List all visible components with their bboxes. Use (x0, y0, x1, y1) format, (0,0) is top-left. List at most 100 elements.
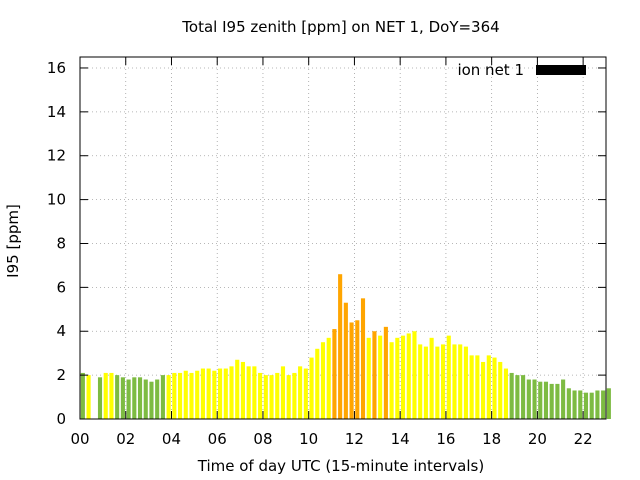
bar (137, 377, 143, 419)
x-axis-label: Time of day UTC (15-minute intervals) (197, 457, 484, 475)
bar (555, 383, 560, 419)
bar (349, 322, 354, 419)
y-tick-label: 12 (47, 147, 66, 165)
bar (97, 377, 103, 419)
bar (521, 375, 526, 419)
y-tick-label: 4 (56, 322, 66, 340)
x-tick-label: 04 (162, 430, 181, 448)
bar (280, 366, 286, 419)
chart-title: Total I95 zenith [ppm] on NET 1, DoY=364 (181, 18, 499, 36)
bar (177, 372, 183, 419)
bars (80, 274, 611, 419)
bar (206, 368, 211, 419)
bar (223, 368, 228, 419)
bar (366, 337, 371, 419)
bar (503, 368, 509, 419)
bar (275, 372, 280, 419)
bar (372, 331, 377, 419)
bar (423, 346, 428, 419)
bar (572, 390, 577, 419)
bar (355, 320, 360, 419)
bar (303, 368, 308, 419)
y-tick-label: 2 (56, 366, 66, 384)
y-tick-label: 14 (47, 103, 66, 121)
y-tick-label: 6 (56, 278, 66, 296)
bar (561, 379, 566, 419)
bar (269, 375, 274, 419)
bar (583, 392, 589, 419)
bar (595, 390, 600, 419)
grid-lines (80, 57, 606, 419)
bar (218, 368, 223, 419)
legend: ion net 1 (457, 61, 586, 79)
bar (286, 375, 291, 419)
x-tick-label: 22 (574, 430, 593, 448)
bar (486, 355, 491, 419)
bar (103, 372, 108, 419)
bar (149, 381, 154, 419)
x-tick-label: 10 (299, 430, 318, 448)
bar (235, 359, 240, 419)
bar (526, 379, 531, 419)
bar (298, 366, 303, 419)
bar (246, 366, 251, 419)
bar (589, 392, 594, 419)
bar (549, 383, 554, 419)
bar (332, 329, 337, 419)
bar (532, 379, 537, 419)
x-tick-label: 14 (391, 430, 410, 448)
bar (172, 372, 177, 419)
bar (252, 366, 257, 419)
bar (126, 379, 131, 419)
bar (166, 375, 171, 419)
bar (515, 375, 520, 419)
bar (458, 344, 463, 419)
bar (509, 372, 514, 419)
x-tick-label: 02 (116, 430, 135, 448)
bar (400, 335, 406, 419)
x-tick-label: 12 (345, 430, 364, 448)
bar (469, 355, 474, 419)
x-tick-label: 20 (528, 430, 547, 448)
bar (498, 361, 503, 419)
bar (452, 344, 457, 419)
bar (492, 357, 497, 419)
bar (326, 337, 331, 419)
bar (418, 344, 423, 419)
bar (212, 370, 217, 419)
bar (343, 302, 348, 419)
y-tick-label: 8 (56, 234, 66, 252)
bar (200, 368, 205, 419)
bar (435, 346, 440, 419)
bar (475, 355, 480, 419)
bar (80, 372, 85, 419)
x-tick-label: 06 (208, 430, 227, 448)
bar (412, 331, 417, 419)
x-tick-label: 08 (253, 430, 272, 448)
bar (440, 344, 446, 419)
bar (378, 335, 383, 419)
bar (258, 372, 263, 419)
legend-swatch (536, 65, 586, 75)
y-tick-label: 10 (47, 191, 66, 209)
bar (578, 390, 583, 419)
bar (383, 326, 388, 419)
x-tick-label: 18 (482, 430, 501, 448)
bar (195, 370, 200, 419)
bar (155, 379, 160, 419)
plot-frame (79, 56, 607, 420)
bar (292, 372, 297, 419)
bar (132, 377, 137, 419)
bar (86, 375, 91, 419)
bar (115, 375, 120, 419)
bar (143, 379, 148, 419)
bar (109, 372, 114, 419)
y-axis-label: I95 [ppm] (4, 204, 22, 278)
bar (538, 381, 543, 419)
bar (395, 337, 400, 419)
y-tick-label: 16 (47, 59, 66, 77)
bar (606, 388, 611, 419)
bar (543, 381, 549, 419)
